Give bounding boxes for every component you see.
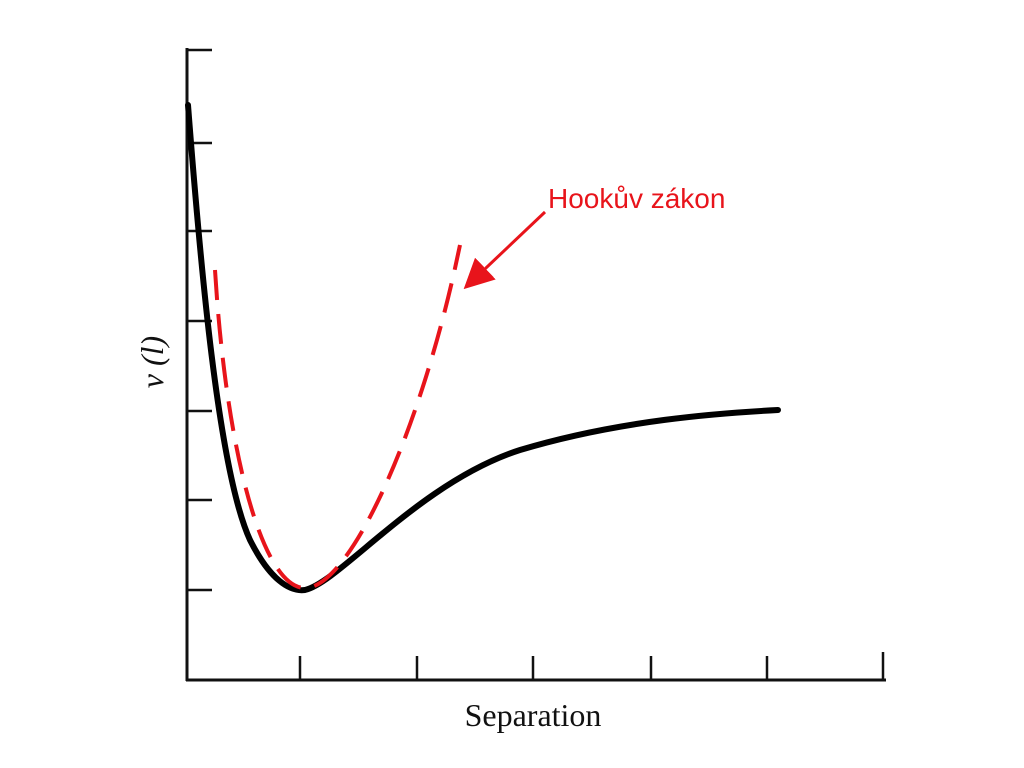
annotation: Hookův zákon	[548, 183, 725, 214]
y-label: v (l)	[134, 336, 170, 388]
hooke-parabola	[213, 244, 462, 591]
axes	[185, 48, 886, 682]
arrow	[463, 210, 547, 290]
potential-curve	[185, 102, 781, 594]
x-ticks	[298, 652, 885, 680]
x-label: Separation	[465, 697, 602, 733]
